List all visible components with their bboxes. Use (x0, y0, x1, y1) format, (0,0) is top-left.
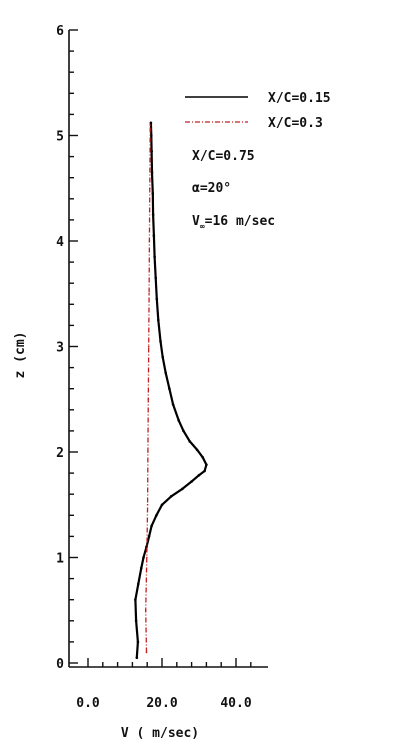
point-xc03 (147, 451, 149, 453)
point-xc015 (177, 419, 180, 422)
point-xc015 (161, 355, 165, 359)
annotation-freestream: V∞=16 m/sec (192, 214, 275, 231)
point-xc015 (190, 480, 193, 483)
legend: X/C=0.15 X/C=0.3 X/C=0.75 α=20° V∞=16 m/… (185, 91, 331, 231)
y-tick-label: 5 (56, 130, 64, 145)
annotation-v-value: =16 m/sec (205, 214, 275, 229)
y-axis-label: z (cm) (13, 332, 28, 379)
point-xc015 (160, 503, 164, 507)
x-tick-label: 20.0 (146, 696, 177, 711)
point-xc015 (137, 582, 140, 586)
point-xc015 (168, 387, 171, 391)
ticks: 0 1 2 3 4 5 6 0.0 20.0 40.0 (56, 24, 252, 711)
annotation-v-subscript: ∞ (200, 222, 205, 231)
point-xc015 (203, 469, 206, 473)
axes (68, 30, 268, 668)
point-xc03 (144, 609, 147, 612)
point-xc015 (134, 598, 137, 601)
point-xc015 (197, 473, 201, 477)
point-xc03 (148, 240, 151, 242)
x-tick-label: 0.0 (76, 696, 100, 711)
annotation-v-letter: V (192, 214, 200, 229)
point-xc03 (148, 187, 151, 190)
point-xc015 (150, 524, 153, 528)
legend-label-xc015: X/C=0.15 (268, 91, 331, 106)
point-xc015 (201, 455, 204, 459)
y-tick-label: 1 (56, 552, 64, 567)
series-layer (134, 121, 208, 660)
point-xc015 (151, 192, 155, 195)
annotation-alpha: α=20° (192, 181, 231, 196)
y-tick-label: 2 (56, 446, 64, 461)
point-xc015 (164, 371, 167, 375)
point-xc015 (159, 339, 162, 343)
legend-label-xc03: X/C=0.3 (268, 116, 323, 131)
point-xc015 (154, 276, 158, 280)
series-line-xc015 (134, 122, 208, 658)
point-xc015 (147, 535, 151, 538)
point-xc015 (181, 487, 184, 491)
x-axis-label: V ( m/sec) (121, 726, 199, 741)
point-xc03 (146, 503, 149, 506)
y-tick-label: 6 (56, 24, 64, 39)
point-xc015 (151, 213, 155, 216)
annotation-xc075: X/C=0.75 (192, 149, 255, 164)
point-xc015 (155, 297, 159, 301)
point-xc015 (150, 150, 153, 153)
point-xc015 (169, 495, 173, 498)
point-xc03 (147, 345, 150, 348)
point-xc015 (171, 403, 175, 406)
series-line-xc03 (145, 124, 151, 653)
point-xc015 (155, 514, 158, 517)
point-xc015 (205, 463, 208, 466)
y-tick-label: 3 (56, 341, 64, 356)
point-xc015 (157, 318, 160, 322)
point-xc015 (182, 429, 185, 433)
point-xc015 (136, 640, 140, 644)
point-xc015 (139, 566, 143, 570)
y-tick-label: 4 (56, 235, 64, 250)
y-tick-label: 0 (56, 657, 64, 672)
point-xc03 (148, 292, 150, 295)
point-xc015 (142, 556, 145, 559)
point-xc015 (188, 440, 192, 443)
point-xc03 (147, 398, 150, 401)
point-xc015 (135, 656, 139, 660)
point-xc015 (152, 234, 156, 238)
x-tick-label: 40.0 (220, 696, 251, 711)
point-xc015 (134, 619, 138, 623)
point-xc015 (153, 255, 156, 259)
point-xc03 (145, 651, 148, 654)
point-xc03 (146, 556, 148, 559)
point-xc03 (149, 124, 151, 126)
point-xc015 (195, 448, 199, 452)
point-xc015 (150, 171, 154, 174)
point-xc015 (149, 121, 153, 125)
